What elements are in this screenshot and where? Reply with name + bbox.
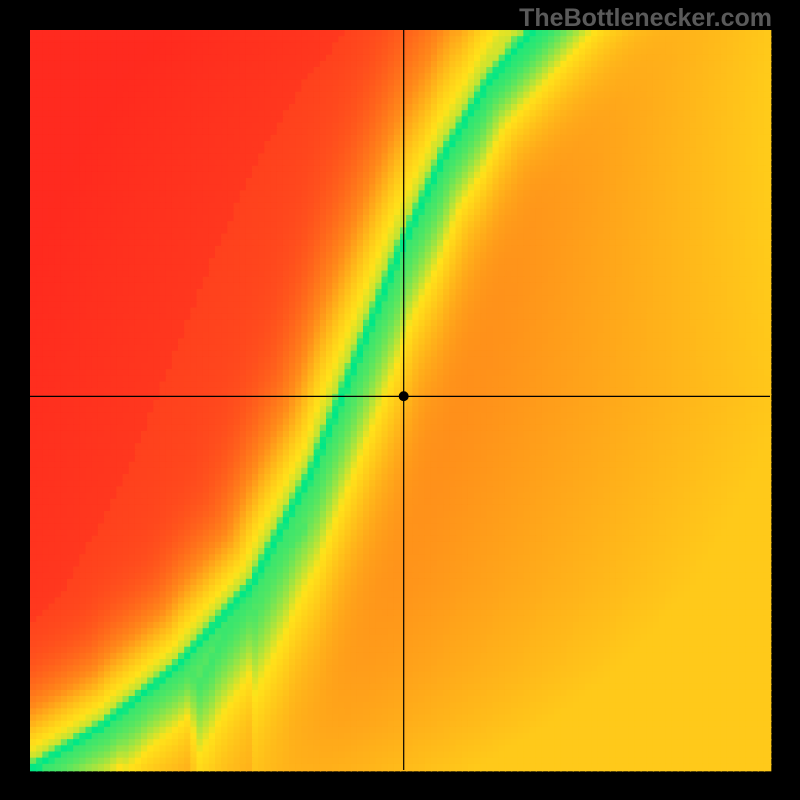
bottleneck-heatmap (0, 0, 800, 800)
chart-container: TheBottlenecker.com (0, 0, 800, 800)
watermark-text: TheBottlenecker.com (519, 4, 772, 33)
